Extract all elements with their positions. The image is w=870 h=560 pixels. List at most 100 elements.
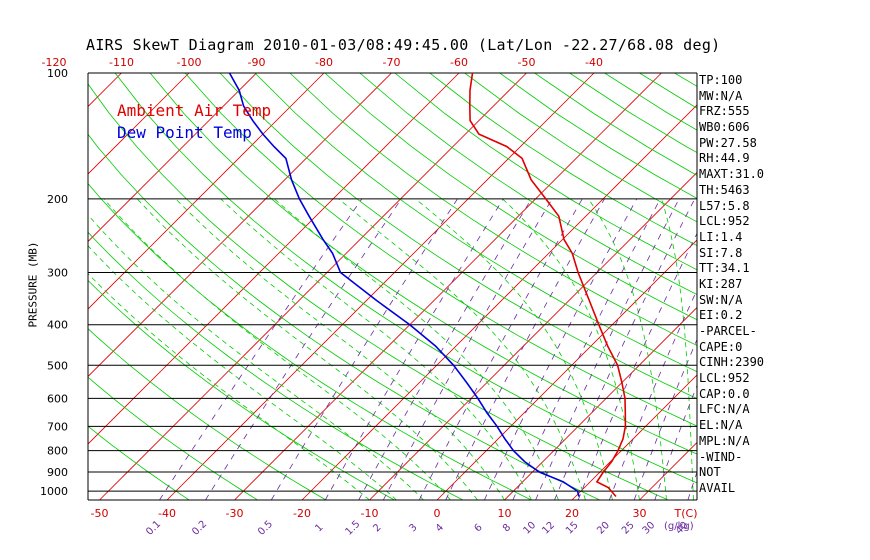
mixing-ratio-unit-label: (g/kg) <box>664 521 694 532</box>
bottom-temp-tick-label: -20 <box>293 507 311 520</box>
mixing-ratio-line <box>512 198 661 500</box>
pressure-tick-label: 900 <box>47 466 68 479</box>
moist-adiabat-line <box>220 198 532 500</box>
mixing-ratio-label: 1.5 <box>343 519 362 538</box>
dry-adiabat-line <box>88 425 190 500</box>
sounding-index-item: LFC:N/A <box>699 402 750 417</box>
dry-adiabat-line <box>149 73 697 455</box>
pressure-tick-label: 800 <box>47 445 68 458</box>
moist-adiabat-line <box>88 214 424 500</box>
dry-adiabat-line <box>88 328 327 500</box>
mixing-ratio-line <box>609 288 697 500</box>
sounding-index-item: RH:44.9 <box>699 151 750 166</box>
mixing-ratio-label: 20 <box>595 520 612 537</box>
sounding-index-item: LI:1.4 <box>699 229 743 244</box>
mixing-ratio-line <box>687 470 697 500</box>
isotherm-line <box>99 73 527 500</box>
isotherm-line <box>301 104 697 500</box>
mixing-ratio-line <box>418 198 583 500</box>
mixing-ratio-line <box>445 198 605 500</box>
sounding-index-item: LCL:952 <box>699 371 750 386</box>
sounding-index-item: MAXT:31.0 <box>699 167 765 182</box>
temperature-profile-line <box>468 73 627 498</box>
moist-adiabat-line <box>338 198 586 500</box>
isotherm-line <box>88 73 257 243</box>
dry-adiabat-line <box>429 73 697 246</box>
top-temp-tick-label: -60 <box>450 56 468 69</box>
sounding-index-item: EI:0.2 <box>699 308 743 323</box>
isotherm-line <box>88 73 460 445</box>
sounding-index-item: FRZ:555 <box>699 104 750 119</box>
pressure-tick-label: 100 <box>47 67 68 80</box>
mixing-ratio-line <box>159 198 363 500</box>
mixing-ratio-line <box>270 198 458 500</box>
bottom-temp-tick-label: 30 <box>633 507 647 520</box>
top-temp-tick-label: -100 <box>177 56 202 69</box>
data-series <box>228 73 627 498</box>
isotherm-line <box>166 73 595 500</box>
chart-title: AIRS SkewT Diagram 2010-01-03/08:49:45.0… <box>86 36 721 54</box>
pressure-tick-label: 500 <box>47 359 68 372</box>
sounding-index-item: WB0:606 <box>699 120 750 135</box>
dry-adiabat-line <box>324 73 697 321</box>
isotherm-line <box>88 73 190 175</box>
dry-adiabat-line <box>254 73 697 373</box>
moist-adiabat-line <box>661 198 694 500</box>
sounding-index-item: TT:34.1 <box>699 261 750 276</box>
mixing-ratio-line <box>358 198 532 500</box>
pressure-tick-label: 200 <box>47 193 68 206</box>
top-temp-tick-label: -50 <box>518 56 536 69</box>
mixing-ratio-label: 0.1 <box>144 519 163 538</box>
dry-adiabat-line <box>88 376 258 500</box>
top-temp-tick-label: -120 <box>42 56 67 69</box>
bottom-temp-tick-label: -10 <box>361 507 379 520</box>
sounding-index-item: SI:7.8 <box>699 245 743 260</box>
sounding-index-item: PW:27.58 <box>699 135 757 150</box>
pressure-tick-label: 400 <box>47 319 68 332</box>
mixing-ratio-line <box>382 198 553 500</box>
mixing-ratio-label: 3 <box>407 522 419 534</box>
mixing-ratio-label: 30 <box>641 520 658 537</box>
sounding-index-item: CAP:0.0 <box>699 386 750 401</box>
sounding-index-item: TP:100 <box>699 73 743 87</box>
sounding-index-item: AVAIL <box>699 480 736 495</box>
isotherm-line <box>88 73 392 378</box>
mixing-ratio-label: 10 <box>521 520 538 537</box>
bottom-temp-tick-label: -40 <box>158 507 176 520</box>
sounding-index-item: KI:287 <box>699 276 743 291</box>
dry-adiabat-line <box>219 73 697 400</box>
mixing-ratio-label: 1 <box>313 522 325 534</box>
isotherm-line <box>234 73 662 500</box>
dry-adiabat-line <box>184 73 697 427</box>
dry-adiabat-line <box>359 73 697 295</box>
mixing-ratio-label: 8 <box>501 522 513 534</box>
mixing-ratio-label: 25 <box>620 520 637 537</box>
bottom-temp-tick-label: 20 <box>565 507 579 520</box>
moist-adiabat-line <box>88 245 397 500</box>
isotherm-line <box>88 73 325 310</box>
mixing-ratio-line <box>577 232 697 500</box>
sounding-index-panel: TP:100 MW:N/A FRZ:555 WB0:606 PW:27.58 RH:44.… <box>699 73 869 497</box>
sounding-index-item: L57:5.8 <box>699 198 750 213</box>
x-axis-unit-label: T(C) <box>674 507 698 520</box>
sounding-index-item: -WIND- <box>699 449 743 464</box>
dry-adiabat-line <box>289 73 697 346</box>
moist-adiabat-line <box>415 198 613 500</box>
mixing-ratio-line <box>654 384 697 500</box>
mixing-ratio-label: 12 <box>540 520 557 537</box>
sounding-index-item: NOT <box>699 465 721 480</box>
legend-ambient-air-temp: Ambient Air Temp <box>117 101 272 120</box>
top-temp-tick-label: -80 <box>315 56 333 69</box>
bottom-temp-tick-label: 10 <box>498 507 512 520</box>
mixing-ratio-label: 0.2 <box>190 519 209 538</box>
bottom-temp-tick-label: 0 <box>434 507 441 520</box>
pressure-tick-label: 600 <box>47 392 68 405</box>
mixing-ratio-line <box>484 198 638 500</box>
sounding-index-item: EL:N/A <box>699 418 743 433</box>
pressure-tick-label: 700 <box>47 420 68 433</box>
mixing-ratio-label: 6 <box>473 522 485 534</box>
sounding-index-item: LCL:952 <box>699 214 750 229</box>
mixing-ratio-label: 4 <box>434 522 446 534</box>
